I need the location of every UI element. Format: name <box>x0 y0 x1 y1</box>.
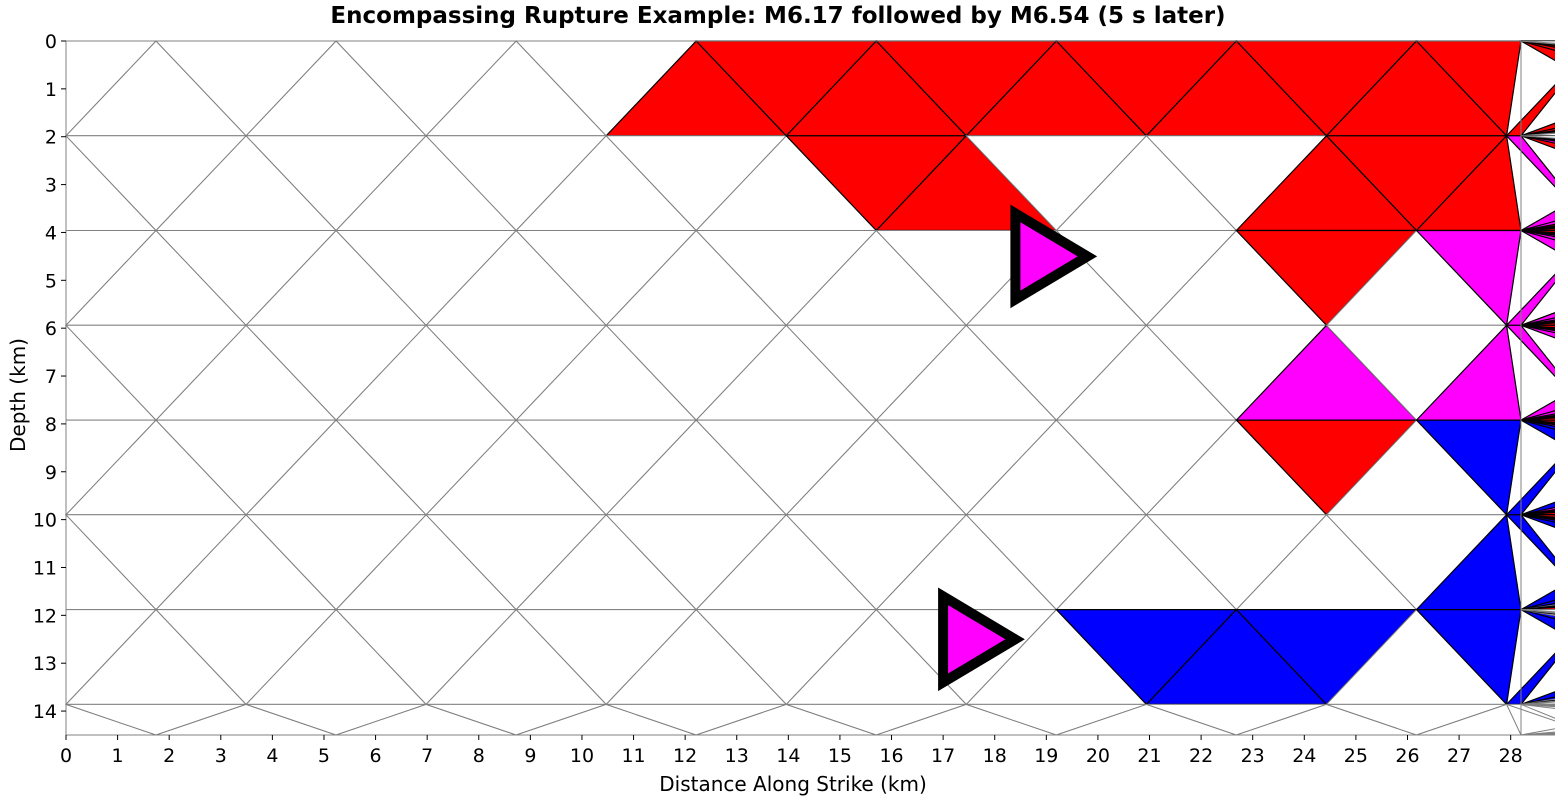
mesh-cell <box>1505 324 1555 378</box>
hypocenter-marker <box>1010 204 1098 309</box>
x-tick-label: 18 <box>983 745 1007 767</box>
mesh-cell <box>1520 609 1555 613</box>
mesh-cell <box>1520 40 1555 44</box>
x-axis-label: Distance Along Strike (km) <box>659 772 927 796</box>
y-tick-label: 3 <box>45 175 57 197</box>
x-tick-label: 22 <box>1189 745 1213 767</box>
x-tick-label: 4 <box>266 745 278 767</box>
x-tick-label: 12 <box>673 745 697 767</box>
x-tick-label: 1 <box>112 745 124 767</box>
x-tick-label: 28 <box>1499 745 1523 767</box>
y-tick-label: 8 <box>45 414 57 436</box>
fault-mesh <box>64 40 1555 736</box>
y-tick-label: 2 <box>45 127 57 149</box>
y-tick-label: 11 <box>33 557 57 579</box>
y-tick-label: 5 <box>45 270 57 292</box>
x-tick-label: 23 <box>1241 745 1265 767</box>
x-tick-label: 14 <box>776 745 800 767</box>
y-tick-label: 13 <box>33 653 57 675</box>
y-axis-label: Depth (km) <box>6 338 30 452</box>
x-tick-label: 3 <box>215 745 227 767</box>
x-tick-label: 19 <box>1034 745 1058 767</box>
y-tick-label: 14 <box>33 701 57 723</box>
x-tick-label: 17 <box>931 745 955 767</box>
mesh-cell <box>1415 229 1522 327</box>
x-tick-label: 9 <box>524 745 536 767</box>
mesh-cell <box>1505 514 1555 567</box>
hypocenter-marker <box>938 587 1025 692</box>
x-tick-label: 2 <box>163 745 175 767</box>
y-tick-label: 1 <box>45 79 57 101</box>
x-tick-label: 8 <box>473 745 485 767</box>
axes: 0 1 2 3 4 5 6 7 8 9 10 11 12 13 14 15 16 17 18 19 20 21 22 23 24… <box>33 31 1523 767</box>
y-tick-label: 12 <box>33 605 57 627</box>
y-tick-label: 10 <box>33 510 57 532</box>
mesh-cell <box>1505 135 1555 188</box>
y-tick-label: 4 <box>45 222 57 244</box>
x-tick-label: 27 <box>1447 745 1471 767</box>
mesh-cell <box>1415 419 1522 517</box>
x-tick-label: 15 <box>828 745 852 767</box>
mesh-cell <box>1520 511 1555 516</box>
x-tick-label: 11 <box>621 745 645 767</box>
x-tick-label: 21 <box>1137 745 1161 767</box>
x-tick-label: 16 <box>879 745 903 767</box>
mesh-cell <box>1520 419 1555 423</box>
y-tick-label: 9 <box>45 462 57 484</box>
mesh-cell <box>1520 324 1555 329</box>
x-tick-label: 25 <box>1344 745 1368 767</box>
chart-title: Encompassing Rupture Example: M6.17 foll… <box>330 3 1225 29</box>
mesh-cell <box>1506 703 1555 722</box>
mesh-cell <box>1520 703 1555 706</box>
x-tick-label: 24 <box>1292 745 1316 767</box>
mesh-cell <box>1520 514 1555 518</box>
x-tick-label: 26 <box>1395 745 1419 767</box>
mesh-cell <box>1520 132 1555 137</box>
y-tick-label: 0 <box>45 31 57 53</box>
mesh-cell <box>1520 733 1555 736</box>
mesh-cell <box>1520 322 1555 326</box>
y-tick-label: 6 <box>45 318 57 340</box>
x-tick-label: 20 <box>1086 745 1110 767</box>
x-tick-label: 6 <box>370 745 382 767</box>
mesh-cell <box>1520 229 1555 234</box>
x-tick-label: 7 <box>421 745 433 767</box>
x-tick-label: 13 <box>725 745 749 767</box>
mesh-cell <box>1520 701 1555 705</box>
mesh-cell <box>1415 608 1522 706</box>
x-tick-label: 10 <box>570 745 594 767</box>
x-tick-label: 0 <box>60 745 72 767</box>
hypocenter-markers <box>938 204 1098 692</box>
y-tick-label: 7 <box>45 366 57 388</box>
x-tick-label: 5 <box>318 745 330 767</box>
mesh-cell <box>1520 135 1555 139</box>
